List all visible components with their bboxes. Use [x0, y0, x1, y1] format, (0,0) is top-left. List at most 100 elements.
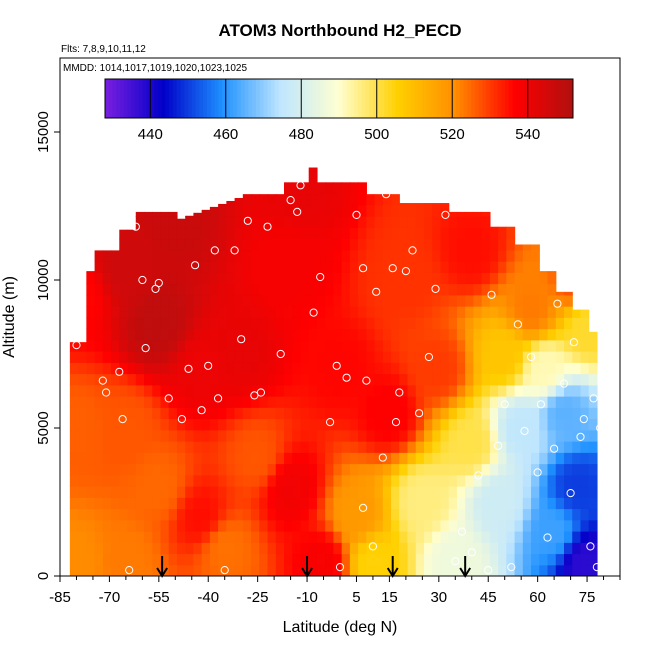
observation-points	[72, 181, 605, 575]
heatmap-cell	[316, 294, 326, 307]
heatmap-cell	[325, 193, 335, 206]
heatmap-cell	[209, 328, 219, 341]
heatmap-cell	[144, 384, 153, 397]
x-tick-label: -55	[148, 589, 170, 606]
heatmap-cell	[308, 508, 318, 521]
heatmap-cell	[580, 519, 590, 532]
heatmap-cell	[259, 283, 269, 296]
heatmap-cell	[209, 564, 219, 576]
heatmap-cell	[440, 351, 450, 363]
heatmap-cell	[69, 508, 79, 521]
x-tick-label: -25	[247, 589, 269, 606]
heatmap-cell	[588, 463, 598, 476]
heatmap-cell	[358, 497, 367, 510]
heatmap-cell	[366, 306, 376, 318]
colorbar-segment	[157, 79, 163, 118]
heatmap-cell	[325, 317, 335, 330]
heatmap-cell	[506, 463, 516, 476]
heatmap-cell	[218, 407, 227, 420]
heatmap-cell	[242, 227, 252, 240]
heatmap-cell	[119, 362, 129, 375]
heatmap-cell	[242, 339, 252, 352]
heatmap-cell	[407, 227, 417, 240]
heatmap-cell	[456, 486, 466, 498]
heatmap-cell	[547, 339, 557, 352]
heatmap-cell	[292, 407, 302, 420]
heatmap-cell	[349, 249, 359, 262]
heatmap-cell	[564, 317, 573, 330]
heatmap-cell	[432, 452, 442, 465]
heatmap-cell	[555, 362, 565, 375]
heatmap-cell	[275, 564, 285, 576]
heatmap-cell	[489, 542, 499, 555]
heatmap-cell	[94, 362, 104, 375]
heatmap-cell	[522, 508, 532, 521]
heatmap-cell	[506, 474, 516, 487]
heatmap-cell	[522, 328, 532, 341]
heatmap-cell	[349, 317, 359, 330]
heatmap-cell	[572, 519, 582, 532]
heatmap-cell	[465, 216, 475, 228]
heatmap-cell	[555, 306, 565, 318]
heatmap-cell	[242, 261, 252, 273]
heatmap-cell	[465, 211, 475, 217]
heatmap-cell	[86, 283, 96, 296]
heatmap-cell	[152, 362, 162, 375]
heatmap-cell	[152, 508, 162, 521]
heatmap-cell	[333, 429, 343, 442]
heatmap-cell	[366, 339, 376, 352]
heatmap-cell	[514, 396, 524, 408]
observation-point	[467, 548, 476, 557]
heatmap-cell	[473, 306, 483, 318]
heatmap-cell	[456, 396, 466, 408]
heatmap-cell	[308, 249, 318, 262]
heatmap-cell	[580, 564, 590, 576]
heatmap-cell	[292, 216, 302, 228]
heatmap-cell	[489, 283, 499, 296]
heatmap-cell	[284, 261, 293, 273]
heatmap-cell	[415, 362, 425, 375]
heatmap-cell	[514, 362, 524, 375]
heatmap-cell	[498, 362, 507, 375]
heatmap-cell	[176, 542, 186, 555]
heatmap-cell	[481, 452, 491, 465]
heatmap-cell	[102, 429, 112, 442]
heatmap-cell	[267, 351, 277, 363]
heatmap-cell	[152, 283, 162, 296]
heatmap-cell	[135, 384, 145, 397]
heatmap-cell	[440, 283, 450, 296]
heatmap-cell	[456, 407, 466, 420]
heatmap-cell	[506, 339, 516, 352]
heatmap-cell	[242, 317, 252, 330]
heatmap-cell	[193, 283, 203, 296]
heatmap-cell	[168, 564, 178, 576]
heatmap-cell	[316, 407, 326, 420]
heatmap-cell	[152, 216, 162, 228]
colorbar-segment	[565, 79, 570, 118]
heatmap-cell	[69, 531, 79, 543]
colorbar-segment	[535, 79, 540, 118]
heatmap-cell	[135, 531, 145, 543]
heatmap-cell	[292, 328, 302, 341]
heatmap-cell	[176, 429, 186, 442]
heatmap-cell	[193, 294, 203, 307]
heatmap-cell	[448, 463, 458, 476]
heatmap-cell	[160, 249, 170, 262]
y-tick-label: 10000	[35, 259, 52, 301]
heatmap-cell	[242, 283, 252, 296]
observation-point	[237, 335, 246, 344]
heatmap-cell	[325, 508, 335, 521]
heatmap-cell	[358, 238, 367, 251]
heatmap-cell	[514, 384, 524, 397]
heatmap-cell	[366, 429, 376, 442]
heatmap-cell	[127, 306, 137, 318]
heatmap-cell	[111, 384, 120, 397]
heatmap-cell	[572, 441, 582, 453]
heatmap-cell	[481, 211, 491, 217]
heatmap-cell	[432, 508, 442, 521]
heatmap-cell	[407, 272, 417, 285]
heatmap-cell	[465, 272, 475, 285]
heatmap-cell	[415, 463, 425, 476]
observation-point	[184, 364, 193, 373]
heatmap-cell	[382, 508, 392, 521]
